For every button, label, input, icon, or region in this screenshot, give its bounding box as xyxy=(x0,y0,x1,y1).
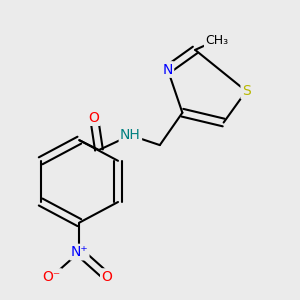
Text: NH: NH xyxy=(120,128,141,142)
Text: CH₃: CH₃ xyxy=(205,34,228,46)
Text: N⁺: N⁺ xyxy=(70,245,88,259)
Text: O: O xyxy=(101,270,112,283)
Text: O: O xyxy=(88,111,100,124)
Text: S: S xyxy=(242,84,250,98)
Text: O⁻: O⁻ xyxy=(43,270,61,283)
Text: N: N xyxy=(163,62,173,76)
